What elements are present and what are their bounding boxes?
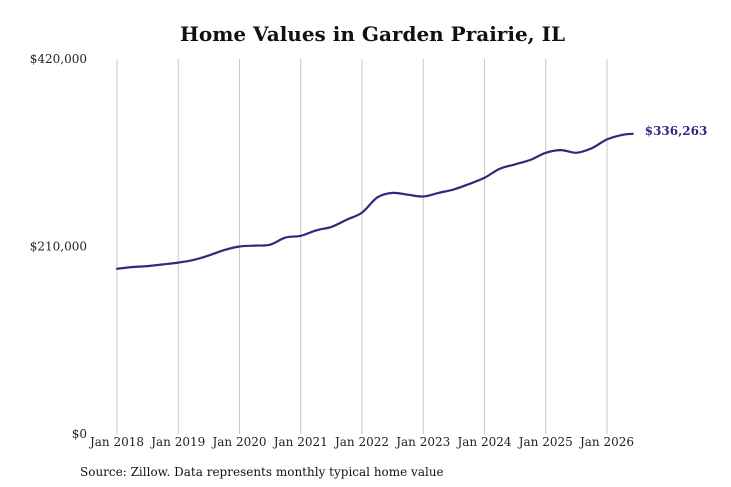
- x-tick-label: Jan 2024: [455, 435, 511, 449]
- x-tick-label: Jan 2019: [149, 435, 205, 449]
- end-value-label: $336,263: [645, 124, 708, 138]
- x-tick-label: Jan 2026: [578, 435, 634, 449]
- x-tick-label: Jan 2022: [333, 435, 389, 449]
- y-axis-ticks: $0 $210,000 $420,000: [30, 52, 87, 441]
- x-tick-label: Jan 2025: [517, 435, 573, 449]
- x-tick-label: Jan 2018: [88, 435, 144, 449]
- x-tick-label: Jan 2021: [272, 435, 328, 449]
- y-tick-label: $210,000: [30, 240, 87, 254]
- y-tick-label: $0: [72, 427, 87, 441]
- series-line: [115, 132, 634, 270]
- gridlines: [116, 59, 608, 434]
- x-axis-ticks: Jan 2018 Jan 2019 Jan 2020 Jan 2021 Jan 2022…: [88, 435, 634, 449]
- y-tick-label: $420,000: [30, 52, 87, 66]
- x-tick-label: Jan 2020: [210, 435, 266, 449]
- x-tick-label: Jan 2023: [394, 435, 450, 449]
- source-note: Source: Zillow. Data represents monthly …: [80, 465, 444, 479]
- chart-title: Home Values in Garden Prairie, IL: [179, 22, 566, 46]
